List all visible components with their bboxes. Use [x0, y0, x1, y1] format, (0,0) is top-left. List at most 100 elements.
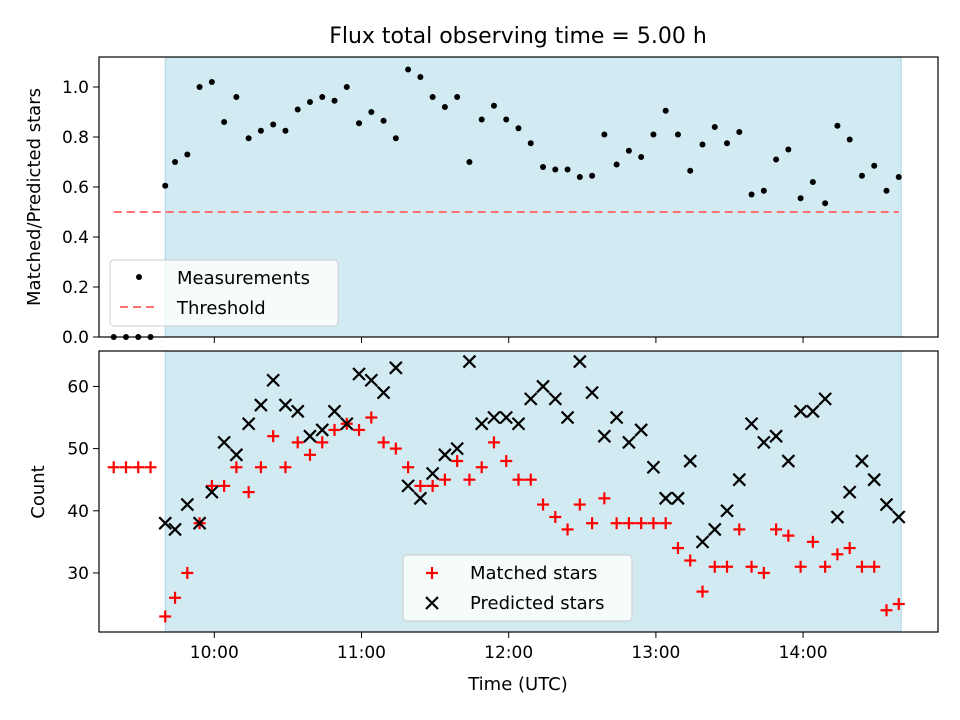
- measurement-point: [184, 151, 191, 158]
- y-tick-label: 40: [67, 502, 89, 522]
- measurement-point: [834, 122, 841, 129]
- ratio-panel-frame: [98, 56, 939, 338]
- predicted-stars-point: [757, 435, 771, 450]
- measurement-point: [785, 146, 792, 153]
- matched-stars-point: [598, 492, 611, 505]
- predicted-stars-point: [744, 416, 759, 431]
- predicted-stars-point: [622, 435, 636, 450]
- predicted-stars-point: [781, 454, 796, 468]
- measurement-point: [724, 140, 731, 147]
- y-tick-label: 60: [67, 377, 89, 397]
- measurement-point: [221, 119, 228, 125]
- measurement-point: [883, 187, 890, 194]
- matched-stars-point: [610, 517, 623, 530]
- predicted-stars-point: [315, 423, 330, 437]
- matched-stars-point: [328, 423, 341, 436]
- predicted-stars-point: [192, 516, 207, 530]
- measurement-point: [331, 97, 338, 104]
- predicted-stars-point: [867, 472, 881, 487]
- predicted-stars-point: [364, 373, 379, 387]
- matched-stars-point: [892, 598, 905, 611]
- predicted-stars-point: [462, 354, 477, 369]
- chart-title: Flux total observing time = 5.00 h: [329, 24, 707, 49]
- measurement-point: [478, 116, 485, 123]
- matched-stars-point: [806, 535, 819, 548]
- matched-stars-point: [708, 560, 721, 573]
- measurement-point: [748, 191, 755, 198]
- matched-stars-point: [671, 542, 684, 555]
- matched-stars-point: [868, 560, 881, 573]
- matched-stars-point: [757, 566, 770, 579]
- measurement-point: [589, 172, 596, 179]
- matched-stars-point: [438, 473, 451, 486]
- predicted-stars-point: [806, 404, 820, 419]
- measurement-point: [515, 125, 522, 132]
- measurement-point: [687, 167, 694, 174]
- matched-stars-point: [291, 436, 304, 449]
- predicted-stars-point: [205, 485, 219, 499]
- measurement-point: [282, 127, 289, 134]
- matched-stars-point: [218, 479, 231, 492]
- measurement-point: [625, 147, 632, 154]
- measurement-point: [638, 154, 645, 160]
- measurement-point: [576, 174, 583, 180]
- predicted-stars-point: [536, 379, 550, 394]
- predicted-stars-point: [560, 410, 575, 425]
- predicted-stars-point: [793, 404, 808, 419]
- predicted-stars-point: [609, 410, 624, 425]
- x-tick-label: 10:00: [190, 643, 239, 663]
- matched-stars-point: [745, 560, 758, 573]
- x-tick-label: 14:00: [779, 643, 828, 663]
- matched-stars-point: [169, 591, 182, 604]
- predicted-stars-point: [158, 516, 173, 530]
- matched-stars-point: [475, 461, 488, 474]
- matched-stars-point: [684, 554, 697, 567]
- measurement-point: [490, 102, 497, 109]
- matched-stars-point: [254, 461, 267, 474]
- predicted-stars-point: [511, 416, 526, 431]
- matched-stars-point: [267, 430, 280, 443]
- measurement-point: [822, 200, 829, 207]
- y-tick-label: 1.0: [62, 78, 89, 98]
- predicted-stars-point: [585, 385, 599, 400]
- predicted-stars-point: [217, 435, 231, 450]
- measurement-point: [711, 124, 718, 130]
- measurement-point: [552, 166, 559, 173]
- predicted-stars-point: [168, 522, 182, 537]
- predicted-stars-point: [438, 448, 452, 462]
- measurement-point: [736, 129, 743, 135]
- predicted-stars-point: [266, 373, 280, 387]
- predicted-stars-point: [327, 404, 342, 419]
- measurement-point: [257, 127, 264, 134]
- measurement-point: [368, 109, 375, 115]
- matched-stars-point: [389, 442, 402, 455]
- count-panel-frame: [98, 350, 939, 633]
- ratio-legend: Measurements Threshold: [109, 259, 339, 327]
- predicted-stars-point: [376, 385, 391, 400]
- measurement-point: [466, 159, 473, 165]
- matched-stars-point: [402, 461, 415, 474]
- y-tick-label: 0.8: [62, 128, 89, 148]
- matched-stars-point: [279, 461, 292, 474]
- predicted-stars-point: [671, 491, 685, 506]
- matched-stars-point: [119, 461, 132, 474]
- measurement-point: [294, 106, 301, 113]
- count-legend-box: [402, 554, 633, 622]
- ratio-y-axis-label: Matched/Predicted stars: [24, 88, 45, 306]
- measurement-point: [527, 140, 534, 147]
- count-legend: Matched stars Predicted stars: [402, 554, 633, 622]
- legend-label-matched: Matched stars: [470, 563, 597, 584]
- predicted-stars-point: [695, 535, 710, 549]
- matched-stars-point: [205, 479, 218, 492]
- y-tick-label: 0.4: [62, 228, 89, 248]
- measurement-point: [540, 164, 547, 170]
- x-tick-label: 11:00: [337, 643, 386, 663]
- measurement-point: [392, 135, 399, 142]
- matched-stars-point: [159, 610, 172, 623]
- measurement-point: [773, 156, 780, 163]
- measurement-point: [245, 135, 252, 142]
- measurement-point: [871, 162, 878, 169]
- matched-stars-point: [794, 560, 807, 573]
- ratio-legend-box: [109, 259, 339, 327]
- matched-stars-point: [316, 436, 329, 449]
